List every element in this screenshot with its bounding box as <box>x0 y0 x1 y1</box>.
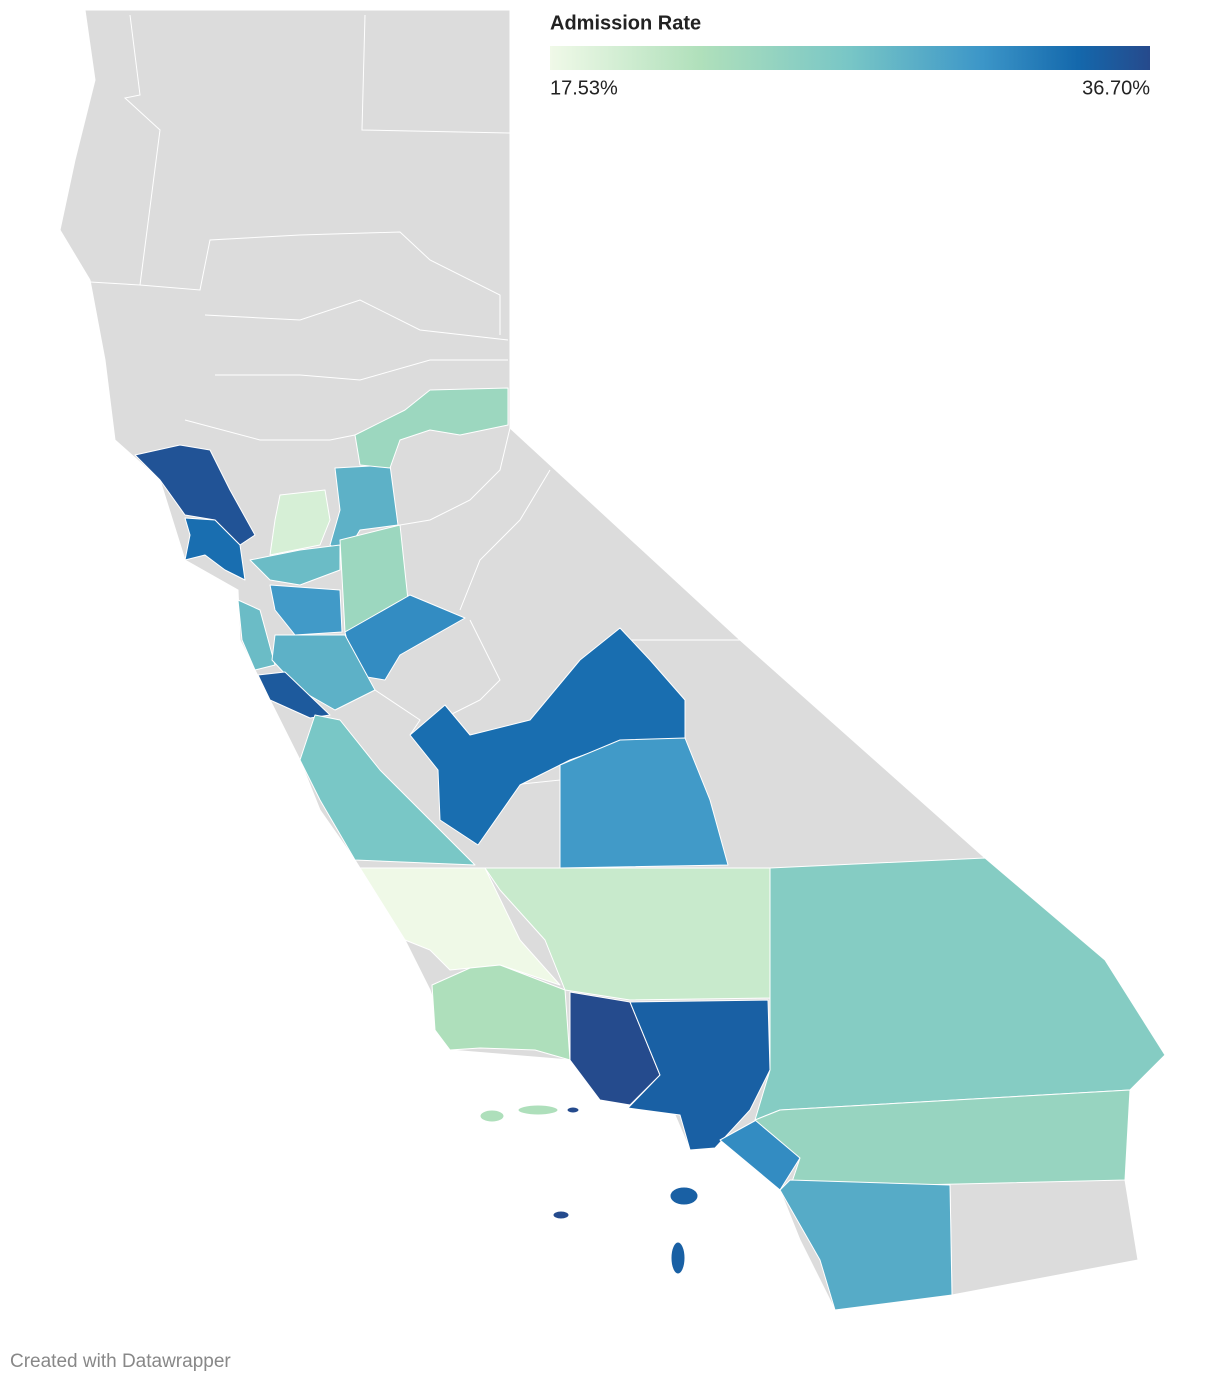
county <box>754 857 1166 1121</box>
county <box>269 489 331 556</box>
legend-title: Admission Rate <box>550 12 701 34</box>
county <box>779 1179 953 1311</box>
county <box>269 584 343 636</box>
island <box>566 1106 580 1114</box>
county <box>299 714 476 866</box>
counties <box>134 387 1166 1311</box>
legend-max-label: 36.70% <box>1082 77 1150 99</box>
legend-min-label: 17.53% <box>550 77 618 99</box>
county <box>409 627 686 846</box>
county <box>249 544 341 586</box>
county <box>754 1089 1131 1189</box>
county <box>237 599 276 671</box>
footer: Created with Datawrapper <box>10 1351 231 1372</box>
county <box>271 634 376 711</box>
island <box>517 1104 559 1116</box>
county <box>134 444 256 546</box>
island <box>479 1109 505 1123</box>
island <box>669 1186 699 1206</box>
county <box>354 387 509 469</box>
county <box>184 517 246 581</box>
county <box>431 964 571 1061</box>
island <box>670 1241 686 1275</box>
island <box>552 1210 570 1220</box>
county <box>627 999 771 1151</box>
legend-bar <box>550 46 1150 70</box>
